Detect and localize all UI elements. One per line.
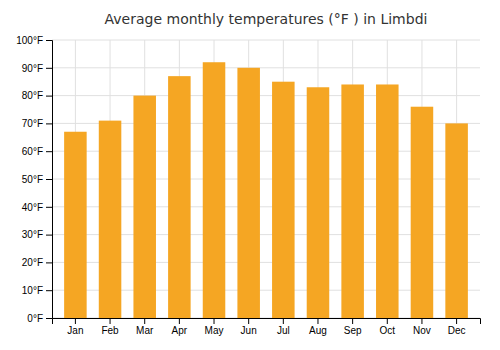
tick-mark <box>46 262 52 263</box>
tick-label: Jul <box>277 325 290 336</box>
tick: 30°F <box>22 229 52 240</box>
bars <box>64 62 468 318</box>
tick-mark <box>283 318 284 324</box>
tick-mark <box>46 40 52 41</box>
tick: Sep <box>344 318 362 336</box>
tick-mark <box>179 318 180 324</box>
tick: Mar <box>136 318 154 336</box>
tick-label: 20°F <box>22 257 43 268</box>
plot: 0°F 10°F 20°F 30°F 40°F 50°F 60°F 70°F 80°F 90°F 1… <box>16 35 480 336</box>
bar <box>99 121 122 318</box>
tick-label: 80°F <box>22 90 43 101</box>
tick-mark <box>214 318 215 324</box>
tick-label: Apr <box>172 325 188 336</box>
tick: Oct <box>380 318 396 336</box>
tick-label: Feb <box>101 325 119 336</box>
tick-mark <box>110 318 111 324</box>
tick-label: Sep <box>344 325 362 336</box>
tick-label: 90°F <box>22 63 43 74</box>
bar <box>133 96 156 318</box>
tick: Nov <box>413 318 431 336</box>
tick-label: Oct <box>380 325 396 336</box>
tick: Feb <box>101 318 119 336</box>
tick-mark <box>46 235 52 236</box>
bar <box>411 107 434 318</box>
tick-label: Nov <box>413 325 431 336</box>
tick-mark <box>75 318 76 324</box>
tick-label: 100°F <box>16 35 43 46</box>
tick: 10°F <box>22 285 52 296</box>
bar <box>237 68 260 318</box>
tick: 70°F <box>22 118 52 129</box>
tick-mark <box>46 207 52 208</box>
bar <box>203 62 226 318</box>
bar <box>272 82 295 318</box>
chart: 0°F 10°F 20°F 30°F 40°F 50°F 60°F 70°F 80°F 90°F 1… <box>0 0 500 350</box>
tick-mark <box>317 318 318 324</box>
tick: Aug <box>309 318 327 336</box>
title: Average monthly temperatures (°F ) in Li… <box>105 11 428 27</box>
grid <box>52 40 480 318</box>
tick-label: Jan <box>67 325 83 336</box>
tick-label: Jun <box>241 325 257 336</box>
tick-label: 10°F <box>22 285 43 296</box>
tick-mark <box>46 290 52 291</box>
tick-mark <box>46 318 52 319</box>
tick-mark <box>46 68 52 69</box>
tick-mark <box>387 318 388 324</box>
tick: 50°F <box>22 174 52 185</box>
tick-mark <box>248 318 249 324</box>
axis-line <box>53 319 481 325</box>
x-axis: Jan Feb Mar Apr May Jun Jul Aug Sep Oct Nov Dec <box>53 318 481 336</box>
bar <box>445 123 468 318</box>
tick-mark <box>456 318 457 324</box>
y-axis: 0°F 10°F 20°F 30°F 40°F 50°F 60°F 70°F 80°F 90°F 1… <box>16 35 52 324</box>
tick: Apr <box>172 318 188 336</box>
bar <box>376 84 399 318</box>
tick-label: Aug <box>309 325 327 336</box>
tick-label: 0°F <box>27 313 43 324</box>
tick-mark <box>421 318 422 324</box>
tick-mark <box>46 123 52 124</box>
tick-label: 60°F <box>22 146 43 157</box>
tick: Jun <box>241 318 257 336</box>
axis-line <box>46 41 53 319</box>
bar <box>64 132 87 318</box>
bar <box>341 84 364 318</box>
tick-label: May <box>205 325 224 336</box>
tick: 60°F <box>22 146 52 157</box>
tick: Dec <box>448 318 466 336</box>
tick-mark <box>352 318 353 324</box>
grid-line-y <box>52 40 480 41</box>
bar <box>307 87 330 318</box>
tick-label: Dec <box>448 325 466 336</box>
tick: 100°F <box>16 35 52 46</box>
tick-mark <box>46 151 52 152</box>
tick-mark <box>144 318 145 324</box>
tick: 40°F <box>22 202 52 213</box>
bar <box>168 76 191 318</box>
tick: 80°F <box>22 90 52 101</box>
tick-label: 30°F <box>22 229 43 240</box>
grid-line-y <box>52 95 480 96</box>
tick: 90°F <box>22 63 52 74</box>
tick-label: 50°F <box>22 174 43 185</box>
tick: May <box>205 318 224 336</box>
tick: 20°F <box>22 257 52 268</box>
tick: Jul <box>277 318 290 336</box>
grid-line-y <box>52 67 480 68</box>
tick-label: 40°F <box>22 202 43 213</box>
tick: Jan <box>67 318 83 336</box>
tick-mark <box>46 179 52 180</box>
tick: 0°F <box>27 313 52 324</box>
tick-mark <box>46 96 52 97</box>
tick-label: Mar <box>136 325 154 336</box>
tick-label: 70°F <box>22 118 43 129</box>
